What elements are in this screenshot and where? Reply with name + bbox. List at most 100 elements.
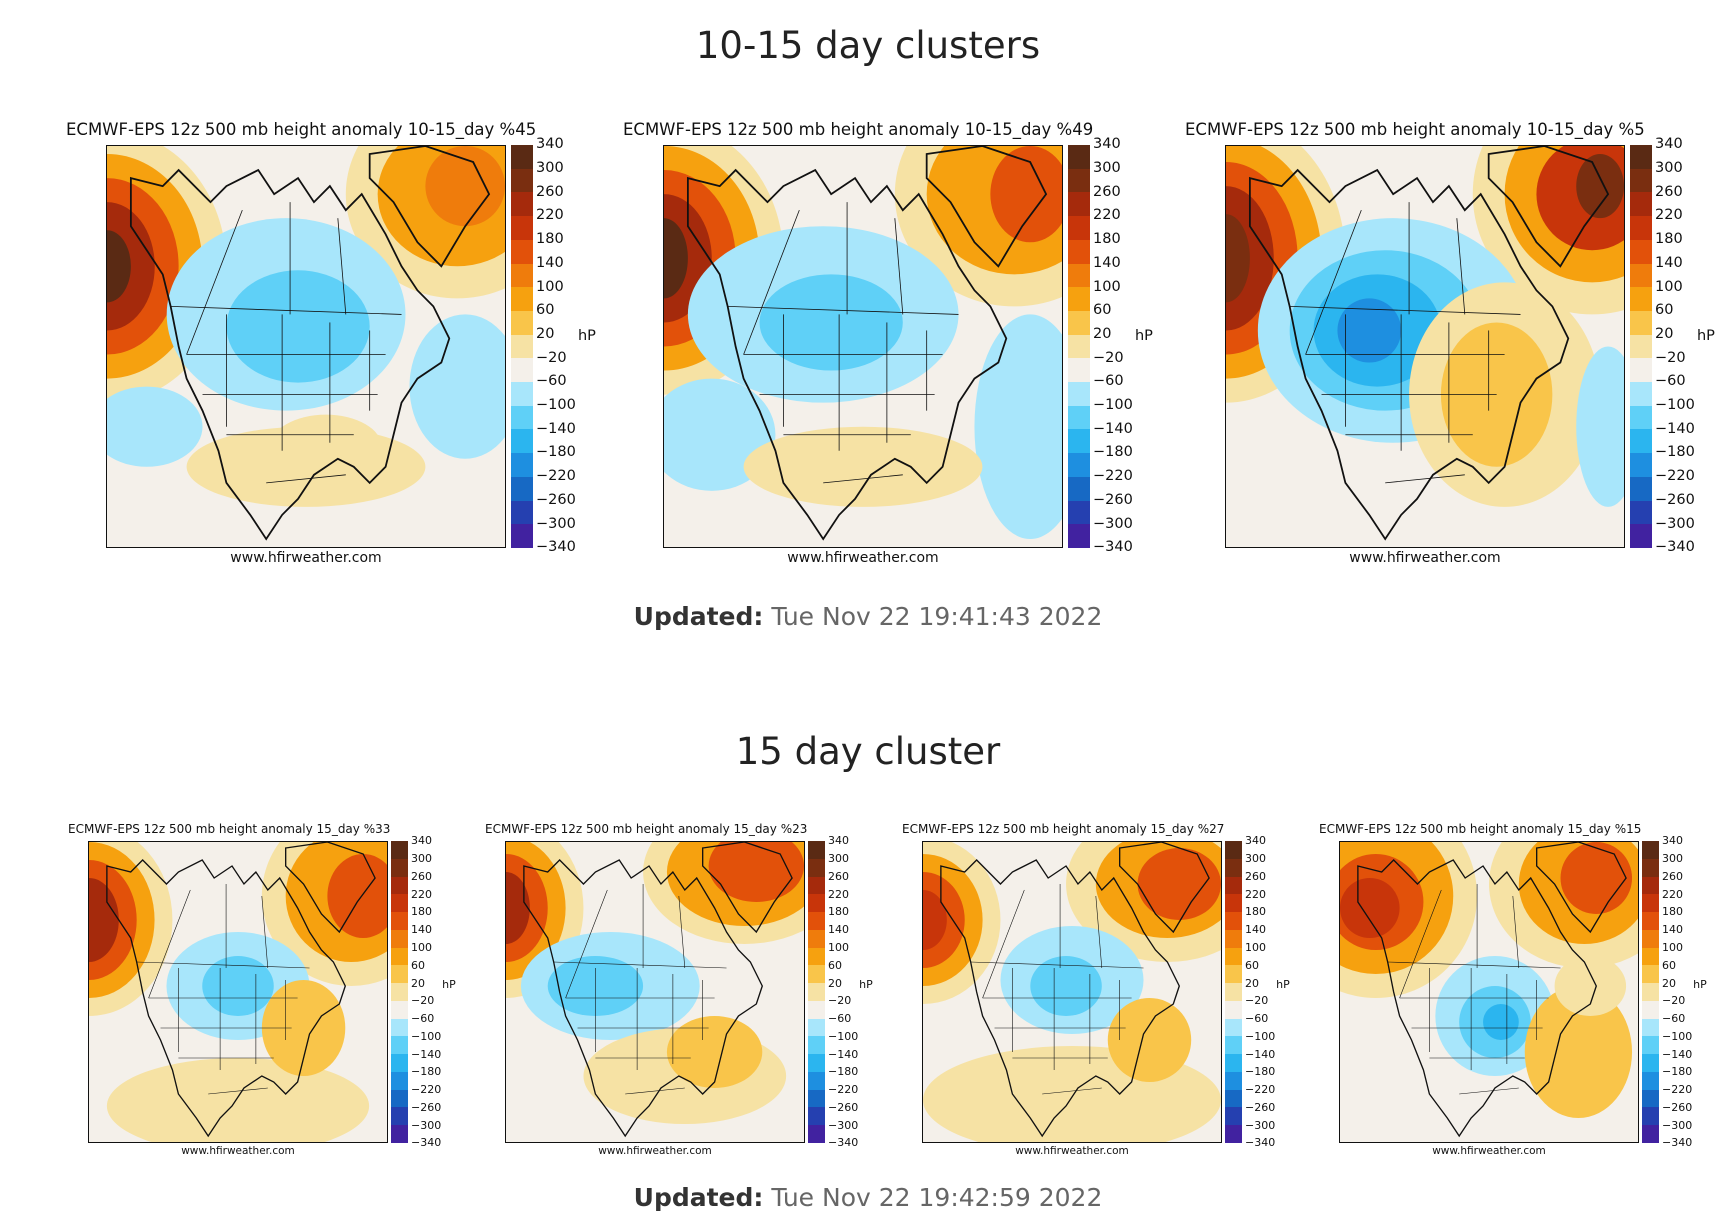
colorbar-segment: [808, 983, 825, 1002]
colorbar-segment: [1068, 524, 1090, 549]
colorbar-segment: [1225, 947, 1242, 966]
colorbar-segment: [511, 168, 533, 193]
updated-line-1: Updated: Tue Nov 22 19:41:43 2022: [0, 602, 1736, 631]
colorbar-segment: [1630, 453, 1652, 478]
colorbar-segment: [808, 1107, 825, 1126]
colorbar-tick-label: −220: [1655, 468, 1695, 485]
colorbar-tick-label: −60: [828, 1012, 852, 1026]
colorbar-tick-label: 60: [1655, 302, 1674, 319]
state-border: [970, 961, 1144, 969]
colorbar-tick-label: 260: [1662, 869, 1683, 883]
updated-timestamp: Tue Nov 22 19:41:43 2022: [771, 602, 1103, 631]
colorbar-segment: [391, 858, 408, 877]
colorbar-segment: [1225, 894, 1242, 913]
colorbar-segment: [1225, 983, 1242, 1002]
colorbar-tick-label: 220: [1662, 887, 1683, 901]
colorbar-tick-label: −260: [1093, 491, 1133, 508]
anomaly-contour: [708, 842, 804, 902]
map-credit: www.hfirweather.com: [598, 1145, 712, 1157]
colorbar-tick-label: −340: [1662, 1136, 1693, 1150]
colorbar-tick-label: −340: [828, 1136, 859, 1150]
colorbar-tick-label: 260: [1245, 869, 1266, 883]
colorbar-tick-label: 220: [1245, 887, 1266, 901]
colorbar-tick-label: −220: [536, 468, 576, 485]
colorbar-tick-label: −340: [1655, 539, 1695, 556]
colorbar-tick-label: −60: [1245, 1012, 1269, 1026]
updated-label: Updated:: [633, 1183, 764, 1212]
anomaly-contour: [106, 1058, 370, 1142]
state-border: [1399, 889, 1442, 999]
colorbar-tick-label: 140: [828, 923, 849, 937]
colorbar-segment: [391, 1089, 408, 1108]
colorbar: [808, 841, 825, 1144]
anomaly-map: [1225, 145, 1625, 548]
colorbar-tick-label: −100: [1245, 1029, 1276, 1043]
colorbar-tick-label: −340: [536, 539, 576, 556]
greenland-coastline: [1119, 842, 1210, 934]
colorbar-segment: [1225, 929, 1242, 949]
colorbar-segment: [391, 983, 408, 1002]
colorbar-tick-label: −140: [1093, 420, 1133, 437]
colorbar-segment: [511, 453, 533, 478]
forecast-panel: ECMWF-EPS 12z 500 mb height anomaly 15_d…: [68, 822, 458, 1173]
colorbar-segment: [511, 429, 533, 454]
colorbar-tick-label: 100: [1093, 278, 1121, 295]
colorbar-tick-label: 220: [1655, 207, 1683, 224]
state-border: [136, 961, 310, 969]
colorbar-segment: [391, 912, 408, 931]
colorbar: [1068, 145, 1090, 549]
anomaly-contour: [1576, 346, 1624, 507]
colorbar-segment: [391, 841, 408, 860]
state-border: [553, 961, 727, 969]
colorbar-tick-label: −60: [411, 1012, 435, 1026]
anomaly-map: [505, 841, 805, 1143]
colorbar-tick-label: 180: [1245, 905, 1266, 919]
state-border: [1459, 1087, 1519, 1095]
colorbar-tick-label: 60: [1662, 958, 1676, 972]
colorbar-tick-label: 20: [411, 976, 425, 990]
state-border: [743, 210, 800, 355]
colorbar-segment: [511, 358, 533, 383]
colorbar: [1225, 841, 1242, 1144]
anomaly-contour: [1524, 986, 1633, 1118]
colorbar-segment: [1630, 216, 1652, 241]
colorbar-unit: hP: [1134, 327, 1153, 344]
colorbar-segment: [1630, 382, 1652, 407]
section-title-15-day: 15 day cluster: [735, 730, 1001, 773]
colorbar-tick-label: −340: [411, 1136, 442, 1150]
colorbar-tick-label: −100: [1655, 397, 1695, 414]
anomaly-contour: [1340, 878, 1400, 938]
colorbar-segment: [1630, 263, 1652, 288]
forecast-panel: ECMWF-EPS 12z 500 mb height anomaly 10-1…: [1185, 120, 1715, 578]
anomaly-contour: [1226, 214, 1250, 303]
colorbar-segment: [1068, 239, 1090, 265]
colorbar-segment: [1225, 876, 1242, 895]
state-border: [1289, 305, 1521, 315]
colorbar-tick-label: −300: [1662, 1118, 1693, 1132]
colorbar-tick-label: 300: [411, 852, 432, 866]
coastline: [1248, 168, 1570, 541]
colorbar-segment: [1630, 287, 1652, 312]
colorbar-segment: [1225, 965, 1242, 984]
forecast-panel: ECMWF-EPS 12z 500 mb height anomaly 15_d…: [902, 822, 1292, 1173]
colorbar-unit: hP: [1696, 327, 1715, 344]
state-border: [1385, 474, 1465, 484]
panel-title: ECMWF-EPS 12z 500 mb height anomaly 15_d…: [485, 822, 808, 836]
colorbar-segment: [1642, 929, 1659, 949]
colorbar-tick-label: 60: [1093, 302, 1112, 319]
colorbar-tick-label: 220: [411, 887, 432, 901]
colorbar-segment: [1225, 1036, 1242, 1055]
colorbar-tick-label: −140: [536, 420, 576, 437]
state-border: [170, 305, 402, 315]
colorbar-tick-label: 20: [828, 976, 842, 990]
colorbar-segment: [511, 382, 533, 407]
colorbar-segment: [1225, 1000, 1242, 1020]
colorbar-segment: [511, 263, 533, 288]
colorbar-segment: [808, 1089, 825, 1108]
state-border: [678, 895, 686, 969]
colorbar-segment: [808, 1000, 825, 1020]
anomaly-contour: [974, 314, 1062, 539]
colorbar-segment: [1642, 1125, 1659, 1144]
forecast-panel: ECMWF-EPS 12z 500 mb height anomaly 15_d…: [1319, 822, 1709, 1173]
colorbar-segment: [808, 1036, 825, 1055]
